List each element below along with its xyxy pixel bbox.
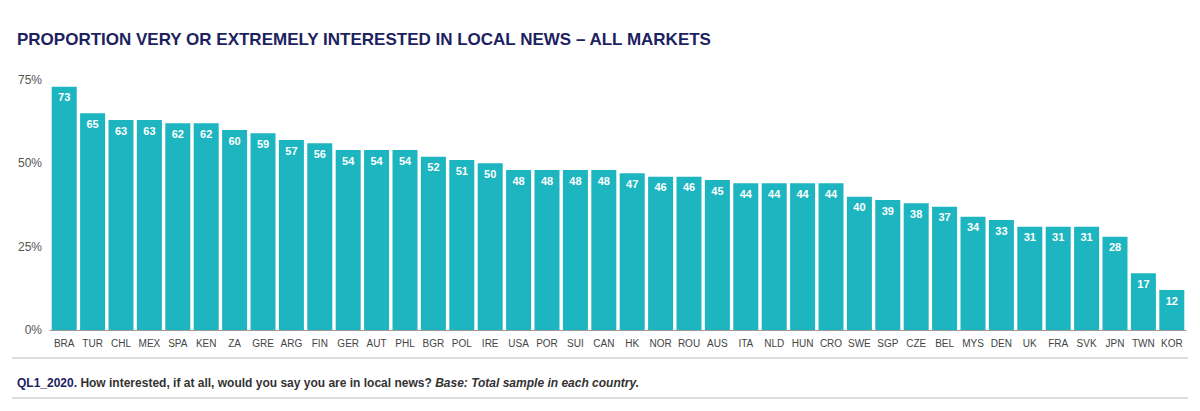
svg-text:SPA: SPA <box>168 338 188 349</box>
svg-text:54: 54 <box>370 155 383 167</box>
svg-text:57: 57 <box>285 145 297 157</box>
svg-text:DEN: DEN <box>991 338 1012 349</box>
svg-text:47: 47 <box>626 178 638 190</box>
svg-text:33: 33 <box>995 225 1007 237</box>
svg-text:45: 45 <box>711 185 723 197</box>
svg-text:GRE: GRE <box>252 338 274 349</box>
svg-text:FRA: FRA <box>1048 338 1068 349</box>
svg-text:63: 63 <box>143 125 155 137</box>
svg-text:17: 17 <box>1137 278 1149 290</box>
svg-text:SWE: SWE <box>848 338 871 349</box>
svg-text:44: 44 <box>796 188 809 200</box>
svg-text:AUT: AUT <box>367 338 387 349</box>
svg-text:48: 48 <box>541 175 553 187</box>
svg-text:48: 48 <box>598 175 610 187</box>
svg-text:HUN: HUN <box>792 338 814 349</box>
svg-text:HK: HK <box>625 338 639 349</box>
svg-text:46: 46 <box>683 181 695 193</box>
svg-text:44: 44 <box>825 188 838 200</box>
svg-text:ARG: ARG <box>281 338 303 349</box>
svg-text:31: 31 <box>1024 231 1036 243</box>
svg-text:54: 54 <box>399 155 412 167</box>
svg-text:IRE: IRE <box>482 338 499 349</box>
svg-text:KEN: KEN <box>196 338 217 349</box>
svg-text:50: 50 <box>484 168 496 180</box>
svg-text:SVK: SVK <box>1077 338 1097 349</box>
svg-text:CAN: CAN <box>593 338 614 349</box>
svg-text:28: 28 <box>1109 241 1121 253</box>
svg-text:POL: POL <box>452 338 472 349</box>
svg-text:TUR: TUR <box>82 338 103 349</box>
svg-text:NOR: NOR <box>649 338 671 349</box>
svg-text:TWN: TWN <box>1132 338 1155 349</box>
svg-text:31: 31 <box>1080 231 1092 243</box>
svg-text:KOR: KOR <box>1161 338 1183 349</box>
svg-text:34: 34 <box>967 221 980 233</box>
svg-text:48: 48 <box>512 175 524 187</box>
svg-text:Base: Total sample in each cou: Base: Total sample in each country. <box>435 376 639 390</box>
svg-text:38: 38 <box>910 208 922 220</box>
svg-text:50%: 50% <box>18 156 42 170</box>
svg-text:44: 44 <box>740 188 753 200</box>
svg-text:NLD: NLD <box>764 338 784 349</box>
svg-text:QL1_2020.: QL1_2020. <box>17 376 77 390</box>
svg-text:39: 39 <box>882 205 894 217</box>
svg-text:46: 46 <box>654 181 666 193</box>
svg-text:JPN: JPN <box>1106 338 1125 349</box>
svg-text:SGP: SGP <box>877 338 898 349</box>
svg-text:63: 63 <box>115 125 127 137</box>
svg-text:62: 62 <box>172 128 184 140</box>
svg-text:CRO: CRO <box>820 338 842 349</box>
svg-text:BRA: BRA <box>54 338 75 349</box>
svg-text:How interested, if at all, wou: How interested, if at all, would you say… <box>80 376 431 390</box>
svg-text:60: 60 <box>228 135 240 147</box>
svg-text:0%: 0% <box>25 323 43 337</box>
svg-text:SUI: SUI <box>567 338 584 349</box>
svg-text:POR: POR <box>536 338 558 349</box>
svg-text:75%: 75% <box>18 73 42 87</box>
svg-text:73: 73 <box>58 91 70 103</box>
svg-text:31: 31 <box>1052 231 1064 243</box>
svg-text:BGR: BGR <box>423 338 445 349</box>
svg-text:48: 48 <box>569 175 581 187</box>
svg-text:59: 59 <box>257 138 269 150</box>
svg-text:62: 62 <box>200 128 212 140</box>
svg-text:ROU: ROU <box>678 338 700 349</box>
svg-text:PHL: PHL <box>395 338 415 349</box>
svg-text:USA: USA <box>508 338 529 349</box>
svg-text:51: 51 <box>456 165 468 177</box>
svg-text:MYS: MYS <box>962 338 984 349</box>
svg-text:40: 40 <box>853 201 865 213</box>
svg-text:37: 37 <box>938 211 950 223</box>
svg-text:CZE: CZE <box>906 338 926 349</box>
svg-text:ITA: ITA <box>738 338 753 349</box>
svg-text:AUS: AUS <box>707 338 728 349</box>
svg-text:GER: GER <box>337 338 359 349</box>
svg-text:44: 44 <box>768 188 781 200</box>
svg-text:CHL: CHL <box>111 338 131 349</box>
svg-text:65: 65 <box>86 118 98 130</box>
svg-text:56: 56 <box>314 148 326 160</box>
svg-text:PROPORTION VERY OR EXTREMELY I: PROPORTION VERY OR EXTREMELY INTERESTED … <box>17 30 711 49</box>
svg-text:ZA: ZA <box>228 338 241 349</box>
svg-text:MEX: MEX <box>139 338 161 349</box>
svg-text:UK: UK <box>1023 338 1037 349</box>
svg-text:12: 12 <box>1166 295 1178 307</box>
svg-text:FIN: FIN <box>312 338 328 349</box>
svg-text:52: 52 <box>427 161 439 173</box>
svg-text:25%: 25% <box>18 240 42 254</box>
svg-text:BEL: BEL <box>935 338 954 349</box>
svg-text:54: 54 <box>342 155 355 167</box>
